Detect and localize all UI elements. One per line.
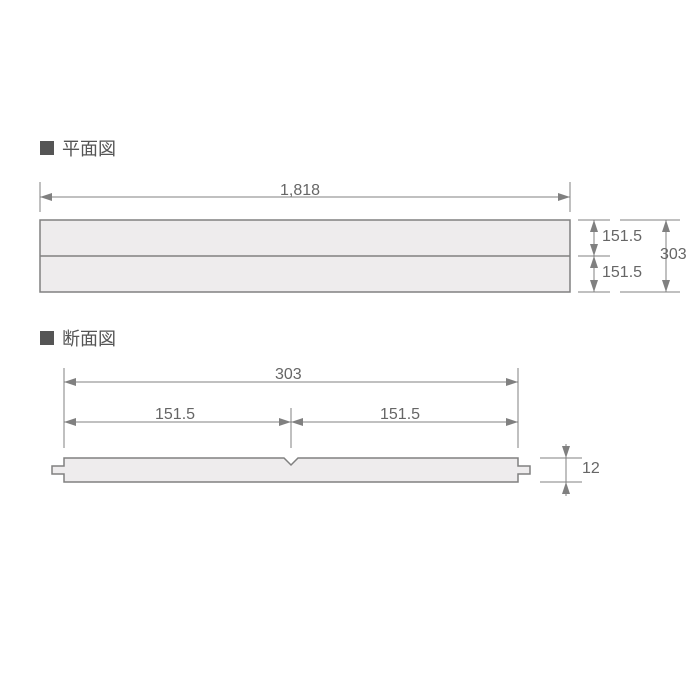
- plan-htotal-label: 303: [660, 246, 687, 264]
- section-wtotal-label: 303: [275, 366, 302, 384]
- plan-length-label: 1,818: [280, 182, 320, 200]
- plan-view-title-text: 平面図: [62, 135, 116, 161]
- section-wr-label: 151.5: [380, 406, 420, 424]
- plan-h2-label: 151.5: [602, 264, 642, 282]
- section-wl-label: 151.5: [155, 406, 195, 424]
- plan-h1-label: 151.5: [602, 228, 642, 246]
- plan-view-title: 平面図: [40, 135, 116, 161]
- section-thickness-label: 12: [582, 460, 600, 478]
- title-marker-icon: [40, 141, 54, 155]
